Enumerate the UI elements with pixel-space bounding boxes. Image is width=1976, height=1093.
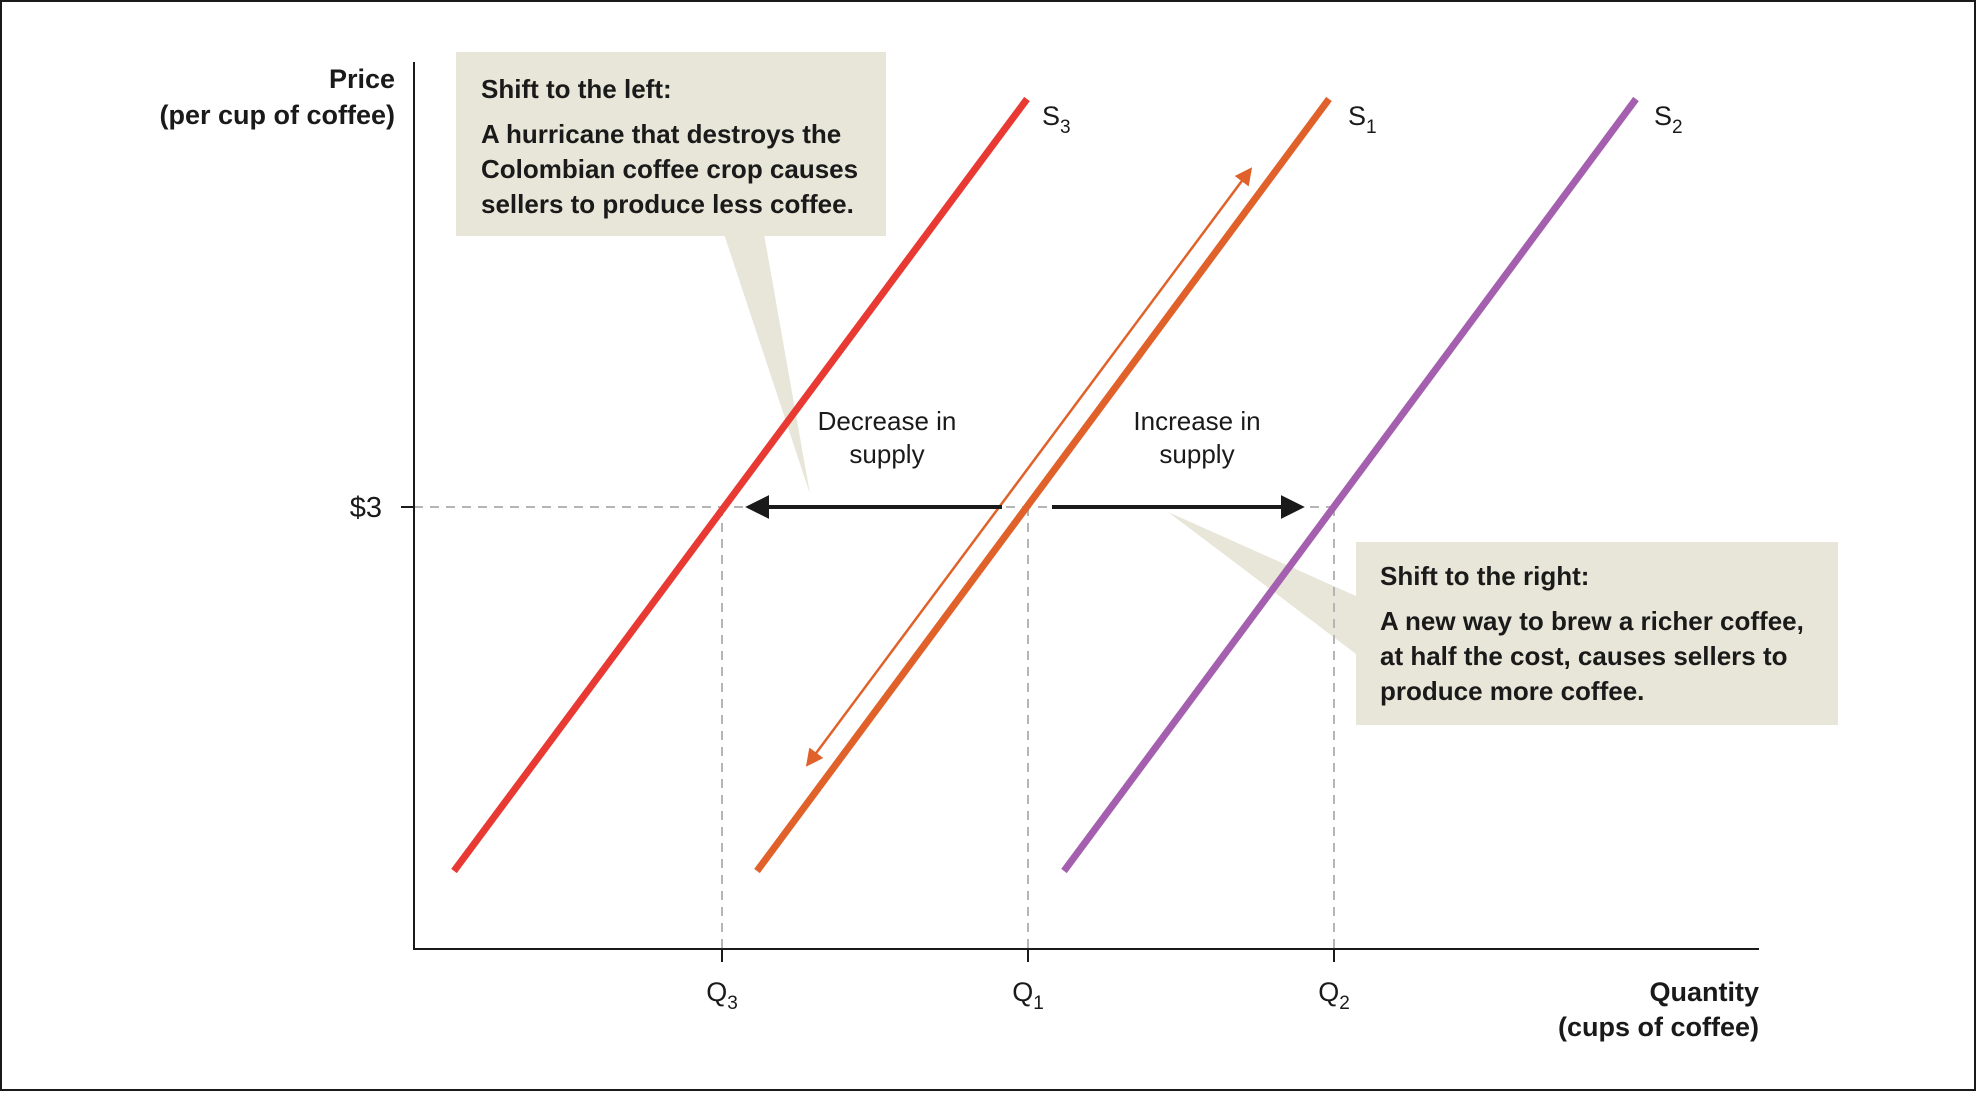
callout-left-pointer (724, 234, 810, 494)
x-tick-label-q1: Q1 (1012, 977, 1044, 1014)
x-axis-title-line2: (cups of coffee) (1558, 1012, 1759, 1042)
x-tick-label-q1-sub: 1 (1033, 993, 1044, 1014)
curve-label-s1-sub: 1 (1366, 117, 1377, 138)
callout-right-line: produce more coffee. (1380, 676, 1645, 706)
callout-shift-right: Shift to the right: A new way to brew a … (1356, 542, 1838, 725)
x-tick-label-q1-main: Q (1012, 977, 1033, 1007)
callout-left-line: A hurricane that destroys the (481, 119, 842, 149)
callout-shift-left: Shift to the left: A hurricane that dest… (456, 52, 886, 236)
curve-label-s2-main: S (1654, 101, 1672, 131)
callout-left-line: sellers to produce less coffee. (481, 189, 854, 219)
curve-label-s1-main: S (1348, 101, 1366, 131)
callout-right-line: A new way to brew a richer coffee, (1380, 606, 1804, 636)
curve-label-s2: S2 (1654, 101, 1683, 138)
callout-left-heading: Shift to the left: (481, 74, 672, 104)
y-axis-title-line1: Price (329, 64, 395, 94)
curve-label-s3: S3 (1042, 101, 1071, 138)
x-tick-label-q2-main: Q (1318, 977, 1339, 1007)
x-tick-label-q2: Q2 (1318, 977, 1350, 1014)
x-tick-label-q3-main: Q (706, 977, 727, 1007)
x-axis-title-line1: Quantity (1649, 977, 1759, 1007)
movement-along-curve-arrow (805, 167, 1253, 767)
x-tick-label-q2-sub: 2 (1339, 993, 1350, 1014)
callout-right-heading: Shift to the right: (1380, 561, 1590, 591)
y-axis-title-line2: (per cup of coffee) (159, 100, 395, 130)
curve-label-s1: S1 (1348, 101, 1377, 138)
decrease-label-line2: supply (849, 439, 924, 469)
callout-left-line: Colombian coffee crop causes (481, 154, 859, 184)
decrease-label-line1: Decrease in (818, 406, 957, 436)
x-tick-label-q3: Q3 (706, 977, 738, 1014)
curve-label-s3-sub: 3 (1060, 117, 1071, 138)
curve-label-s2-sub: 2 (1672, 117, 1683, 138)
x-tick-label-q3-sub: 3 (727, 993, 738, 1014)
curve-label-s3-main: S (1042, 101, 1060, 131)
callout-right-pointer (1168, 512, 1356, 654)
callout-right-line: at half the cost, causes sellers to (1380, 641, 1788, 671)
y-tick-label: $3 (350, 492, 382, 524)
increase-label-line1: Increase in (1133, 406, 1260, 436)
supply-curve-s2 (1061, 96, 1639, 874)
increase-label-line2: supply (1159, 439, 1234, 469)
